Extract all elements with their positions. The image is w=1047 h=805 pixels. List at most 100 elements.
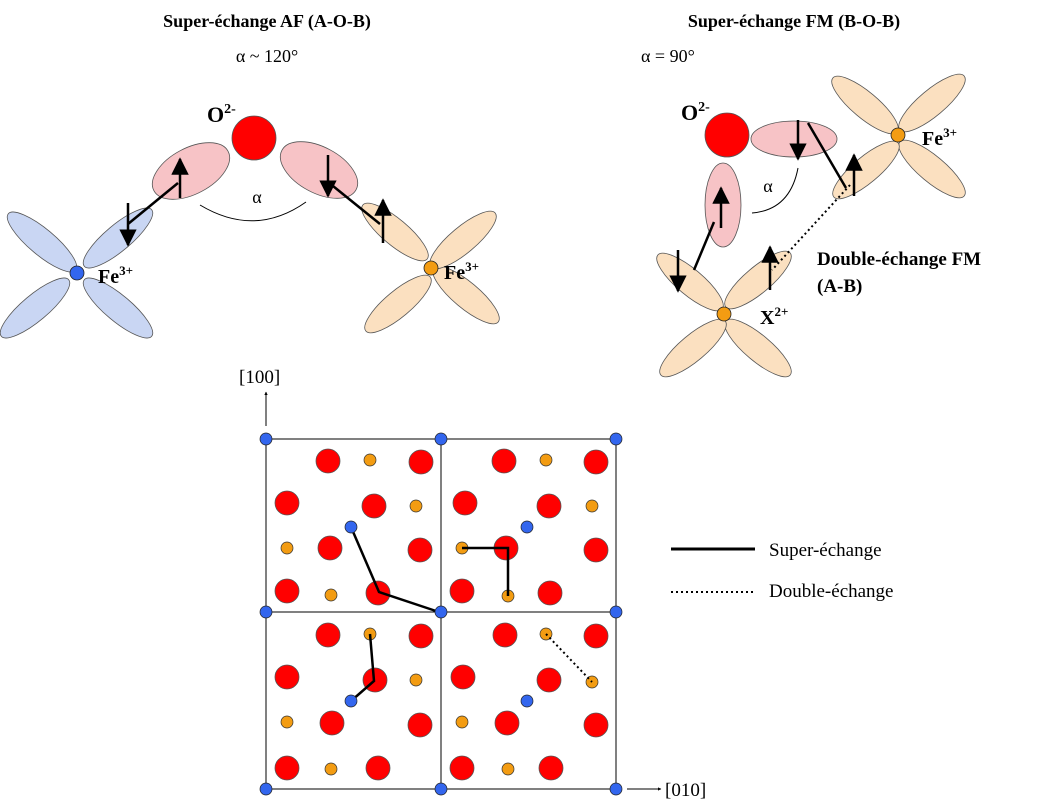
super-exchange-path-2 <box>462 546 510 596</box>
fm-double-exchange-path <box>771 184 851 271</box>
af-oxygen-orbital-left <box>151 142 231 200</box>
a-site-atom <box>434 432 448 446</box>
oxygen-atom <box>315 448 341 474</box>
oxygen-atom <box>274 755 300 781</box>
oxygen-atom <box>315 622 341 648</box>
a-site-atom <box>259 782 273 796</box>
fm-oxygen-label: O2- <box>681 100 710 125</box>
a-site-atom <box>434 782 448 796</box>
fm-angle-arc <box>751 167 799 214</box>
af-right-fe-label: Fe3+ <box>444 259 479 284</box>
oxygen-atom <box>449 755 475 781</box>
a-site-atom <box>344 520 358 534</box>
oxygen-atom <box>450 664 476 690</box>
fm-superexchange-panel: Super-échange FM (B-O-B) α = 90° α O2- <box>641 11 981 378</box>
a-site-atom <box>259 605 273 619</box>
oxygen-atom <box>537 580 563 606</box>
oxygen-atom <box>274 664 300 690</box>
oxygen-atom <box>494 710 520 736</box>
af-left-fe-ion <box>69 265 85 281</box>
oxygen-atom <box>274 578 300 604</box>
fm-double-exchange-title: Double-échange FM <box>817 249 981 270</box>
af-left-fe-orbitals <box>0 207 154 339</box>
a-site-atom <box>259 432 273 446</box>
oxygen-atom <box>407 537 433 563</box>
b-site-atom <box>363 453 377 467</box>
oxygen-atom <box>452 490 478 516</box>
legend: Super-échange Double-échange <box>671 540 894 602</box>
af-right-fe-ion <box>423 260 439 276</box>
fm-oxygen-orbital-vertical <box>704 162 742 248</box>
fm-fe-label: Fe3+ <box>922 125 957 150</box>
b-site-atom <box>409 673 423 687</box>
af-angle-arc <box>199 201 307 222</box>
af-angle-label: α ~ 120° <box>236 46 298 66</box>
b-site-atom <box>324 588 338 602</box>
a-site-atom <box>344 694 358 708</box>
fm-double-exchange-sites: (A-B) <box>817 276 862 297</box>
lattice-panel: [100] [010] <box>239 367 706 801</box>
oxygen-atom <box>491 448 517 474</box>
fm-fe-orbitals <box>831 73 966 200</box>
af-oxygen-atom <box>231 115 277 161</box>
axis-horizontal-label: [010] <box>665 780 706 801</box>
oxygen-atom <box>492 622 518 648</box>
fm-angle-symbol: α <box>763 176 773 196</box>
oxygen-atom <box>317 535 343 561</box>
a-sites <box>259 432 623 796</box>
fm-angle-label: α = 90° <box>641 46 695 66</box>
b-site-atom <box>501 762 515 776</box>
oxygen-atom <box>274 490 300 516</box>
oxygen-atom <box>319 710 345 736</box>
af-angle-symbol: α <box>252 187 262 207</box>
oxygen-atom <box>408 623 434 649</box>
fm-bond-x <box>692 221 716 271</box>
af-title: Super-échange AF (A-O-B) <box>163 11 371 32</box>
legend-super-exchange-label: Super-échange <box>769 540 882 561</box>
oxygen-atom <box>583 712 609 738</box>
fm-x-ion <box>716 306 732 322</box>
b-site-atom <box>409 499 423 513</box>
double-exchange-path <box>545 633 593 683</box>
oxygen-atom <box>365 580 391 606</box>
super-exchange-path-3 <box>350 633 376 702</box>
b-site-atom <box>280 715 294 729</box>
oxygen-atom <box>538 755 564 781</box>
af-bond-left <box>127 182 179 225</box>
b-site-atom <box>324 762 338 776</box>
af-oxygen-orbital-right <box>279 141 359 199</box>
b-site-atom <box>539 453 553 467</box>
oxygen-atom <box>361 493 387 519</box>
a-site-atom <box>520 520 534 534</box>
b-site-atom <box>585 499 599 513</box>
oxygen-atom <box>583 537 609 563</box>
a-site-atom <box>520 694 534 708</box>
fm-oxygen-atom <box>704 112 750 158</box>
oxygen-atom <box>536 667 562 693</box>
af-superexchange-panel: Super-échange AF (A-O-B) α ~ 120° α O2- <box>0 11 500 339</box>
oxygen-atom <box>449 578 475 604</box>
fm-bond-fe <box>806 122 848 189</box>
oxygen-atom <box>407 712 433 738</box>
af-oxygen-label: O2- <box>207 102 236 127</box>
fm-fe-ion <box>890 127 906 143</box>
fm-x-label: X2+ <box>760 304 788 329</box>
fm-title: Super-échange FM (B-O-B) <box>688 11 900 32</box>
oxygen-atom <box>408 449 434 475</box>
legend-double-exchange-label: Double-échange <box>769 581 894 602</box>
b-site-atom <box>455 715 469 729</box>
af-right-fe-orbitals <box>361 202 500 334</box>
a-site-atom <box>609 605 623 619</box>
a-site-atom <box>434 605 448 619</box>
super-exchange-path-1 <box>349 526 443 615</box>
a-site-atom <box>609 782 623 796</box>
oxygen-atom <box>536 493 562 519</box>
oxygen-atom <box>365 755 391 781</box>
axis-vertical-label: [100] <box>239 367 280 388</box>
fm-x-orbitals <box>656 250 792 378</box>
a-site-atom <box>609 432 623 446</box>
af-left-fe-label: Fe3+ <box>98 263 133 288</box>
b-site-atom <box>280 541 294 555</box>
oxygen-atom <box>583 449 609 475</box>
